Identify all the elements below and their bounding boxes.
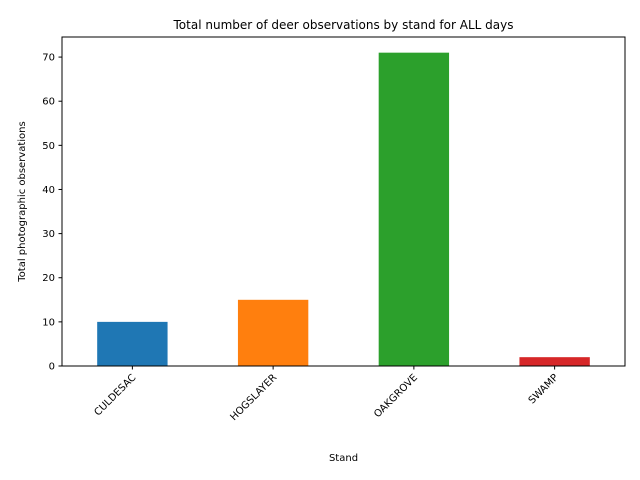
x-axis-label: Stand bbox=[329, 453, 358, 464]
y-tick-label: 30 bbox=[42, 229, 55, 240]
bar-swamp bbox=[519, 357, 590, 366]
bar-culdesac bbox=[97, 321, 168, 366]
y-tick-label: 0 bbox=[49, 362, 55, 373]
chart-title: Total number of deer observations by sta… bbox=[173, 18, 514, 32]
bar-hogslayer bbox=[237, 299, 309, 366]
y-tick-label: 70 bbox=[42, 53, 55, 64]
y-axis-ticks: 0 10 20 30 40 50 60 70 bbox=[42, 53, 62, 373]
bar-oakgrove bbox=[378, 52, 450, 367]
y-tick-label: 40 bbox=[42, 185, 55, 196]
y-tick-label: 10 bbox=[42, 317, 55, 328]
bars-group bbox=[97, 52, 590, 367]
plot-frame bbox=[61, 36, 626, 367]
y-tick-label: 50 bbox=[42, 141, 55, 152]
y-tick-label: 60 bbox=[42, 97, 55, 108]
y-tick-label: 20 bbox=[42, 273, 55, 284]
y-axis-label: Total photographic observations bbox=[17, 121, 28, 282]
